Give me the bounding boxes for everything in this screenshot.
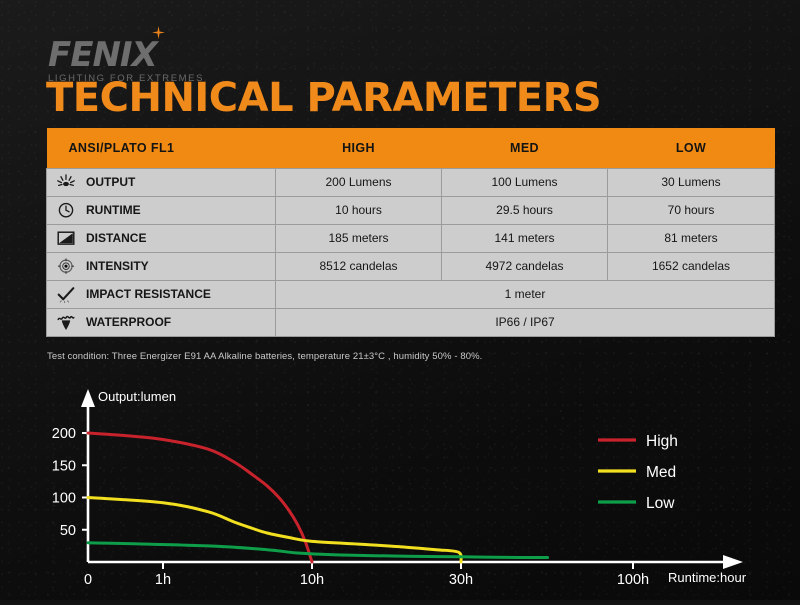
table-cell: 141 meters [441, 223, 608, 253]
table-header-low: LOW [675, 140, 707, 155]
table-row-label-cell: RUNTIME [46, 195, 276, 225]
table-row: DISTANCE 185 meters 141 meters 81 meters [46, 223, 775, 253]
chart-y-axis-title: Output:lumen [98, 389, 177, 404]
table-body: OUTPUT 200 Lumens 100 Lumens 30 Lumens RUNTI… [46, 167, 775, 337]
legend-label-med: Med [646, 464, 676, 481]
table-cell: 8512 candelas [275, 251, 442, 281]
table-row: RUNTIME 10 hours 29.5 hours 70 hours [46, 195, 775, 225]
table-header-row: ANSI/PLATO FL1 HIGH MED LOW [46, 128, 775, 168]
table-cell: 1652 candelas [607, 251, 775, 281]
chart-x-axis-arrow [723, 555, 743, 569]
table-cell: 29.5 hours [441, 195, 608, 225]
water-drop-icon [55, 313, 77, 331]
table-row: WATERPROOF IP66 / IP67 [46, 307, 775, 337]
chart-svg: 50 100 150 200 0 1h 10h 30h 100h High Med Low [52, 389, 743, 588]
table-cell-merged: 1 meter [275, 279, 775, 309]
table-row-label-cell: INTENSITY [46, 251, 276, 281]
table-row-label-cell: DISTANCE [46, 223, 276, 253]
test-condition-note: Test condition: Three Energizer E91 AA A… [47, 351, 483, 362]
table-row-label: RUNTIME [86, 203, 141, 217]
legend-label-low: Low [646, 495, 675, 512]
table-cell: 100 Lumens [441, 167, 608, 197]
clock-icon [55, 201, 77, 219]
impact-check-icon [55, 285, 77, 303]
chart-x-axis-title: Runtime:hour [668, 570, 747, 585]
chart-y-axis-arrow [81, 389, 95, 407]
chart-x-tick-label: 0 [84, 572, 92, 588]
brand-name: FENIX [48, 26, 165, 75]
page-title: TECHNICAL PARAMETERS [46, 75, 602, 121]
table-cell: 4972 candelas [441, 251, 608, 281]
chart-x-tick-label: 10h [300, 572, 324, 588]
runtime-chart: 50 100 150 200 0 1h 10h 30h 100h High Med Low Outpu… [0, 375, 800, 600]
table-cell: 81 meters [607, 223, 775, 253]
chart-series-med [86, 496, 463, 564]
legend-label-high: High [646, 433, 678, 450]
chart-x-tick-label: 1h [155, 572, 171, 588]
chart-y-tick-label: 150 [52, 458, 76, 474]
table-cell-merged: IP66 / IP67 [275, 307, 775, 337]
table-row: IMPACT RESISTANCE 1 meter [46, 279, 775, 309]
technical-parameters-table: ANSI/PLATO FL1 HIGH MED LOW OUTPUT 200 Lu… [46, 128, 775, 337]
brand-tagline: LIGHTING FOR EXTREMES [48, 73, 205, 84]
table-row: INTENSITY 8512 candelas 4972 candelas 1652 … [46, 251, 775, 281]
table-header-high: HIGH [342, 140, 375, 155]
table-row-label-cell: OUTPUT [46, 167, 276, 197]
table-cell: 70 hours [607, 195, 775, 225]
light-burst-icon [55, 173, 77, 191]
chart-series-high [86, 431, 314, 564]
crosshair-target-icon [55, 257, 77, 275]
chart-series-low [86, 541, 550, 560]
chart-y-tick-label: 50 [60, 523, 76, 539]
table-row-label: OUTPUT [86, 175, 136, 189]
brand-name-text: FENIX [48, 35, 158, 75]
table-row-label-cell: IMPACT RESISTANCE [46, 279, 276, 309]
chart-x-tick-label: 30h [449, 572, 473, 588]
table-cell: 10 hours [275, 195, 442, 225]
chart-x-tick-label: 100h [617, 572, 649, 588]
table-header-spec: ANSI/PLATO FL1 [68, 140, 175, 155]
table-head: ANSI/PLATO FL1 HIGH MED LOW [46, 128, 775, 168]
table-row-label: DISTANCE [86, 231, 147, 245]
chart-y-tick-label: 200 [52, 426, 76, 442]
table-row-label-cell: WATERPROOF [46, 307, 276, 337]
table-row-label: WATERPROOF [86, 315, 172, 329]
table-cell: 200 Lumens [275, 167, 442, 197]
table-cell: 185 meters [275, 223, 442, 253]
table-row-label: INTENSITY [86, 259, 149, 273]
beam-distance-icon [55, 229, 77, 247]
brand-logo: FENIX LIGHTING FOR EXTREMES [48, 26, 205, 84]
chart-y-tick-label: 100 [52, 491, 76, 507]
table-row-label: IMPACT RESISTANCE [86, 287, 211, 301]
table-row: OUTPUT 200 Lumens 100 Lumens 30 Lumens [46, 167, 775, 197]
table-cell: 30 Lumens [607, 167, 775, 197]
table-header-med: MED [510, 140, 539, 155]
